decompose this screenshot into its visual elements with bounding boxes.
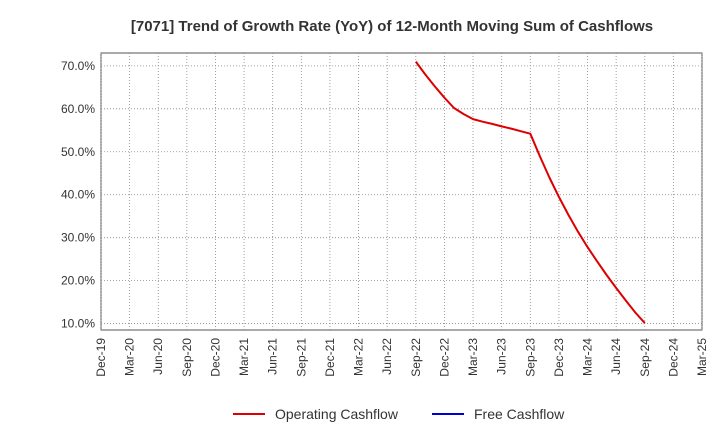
y-tick-label: 20.0%	[61, 274, 95, 288]
x-tick-label: Jun-23	[495, 338, 509, 375]
series-lines	[414, 61, 646, 324]
legend-label: Free Cashflow	[474, 406, 565, 422]
x-axis-ticks: Dec-19 Mar-20 Jun-20 Sep-20 Dec-20 Mar-21 Jun-…	[94, 338, 709, 377]
legend-label: Operating Cashflow	[275, 406, 399, 422]
x-tick-label: Mar-24	[581, 338, 595, 376]
x-tick-label: Mar-22	[352, 338, 366, 376]
y-tick-label: 60.0%	[61, 102, 95, 116]
x-tick-label: Dec-23	[552, 338, 566, 377]
x-tick-label: Sep-20	[180, 338, 194, 377]
y-tick-label: 40.0%	[61, 188, 95, 202]
x-tick-label: Sep-21	[294, 338, 308, 377]
legend: Operating Cashflow Free Cashflow	[233, 406, 565, 422]
x-tick-label: Sep-23	[523, 338, 537, 377]
y-tick-label: 10.0%	[61, 317, 95, 331]
y-tick-label: 70.0%	[61, 59, 95, 73]
y-tick-label: 50.0%	[61, 145, 95, 159]
x-tick-label: Mar-20	[123, 338, 137, 376]
x-tick-label: Dec-19	[94, 338, 108, 377]
x-tick-label: Dec-22	[437, 338, 451, 377]
x-tick-label: Jun-20	[151, 338, 165, 375]
series-line-operating-cashflow	[414, 61, 646, 324]
x-tick-label: Dec-20	[208, 338, 222, 377]
chart-title: [7071] Trend of Growth Rate (YoY) of 12-…	[131, 18, 653, 35]
x-tick-label: Dec-24	[666, 338, 680, 377]
x-tick-label: Jun-24	[609, 338, 623, 375]
x-tick-label: Jun-22	[380, 338, 394, 375]
x-tick-label: Mar-23	[466, 338, 480, 376]
x-tick-label: Mar-21	[237, 338, 251, 376]
x-tick-label: Sep-22	[409, 338, 423, 377]
y-tick-label: 30.0%	[61, 231, 95, 245]
x-tick-label: Mar-25	[695, 338, 709, 376]
x-tick-label: Sep-24	[638, 338, 652, 377]
y-axis-ticks: 10.0% 20.0% 30.0% 40.0% 50.0% 60.0% 70.0%	[61, 59, 95, 331]
x-tick-label: Jun-21	[266, 338, 280, 375]
grid-lines	[100, 53, 703, 330]
plot-area	[100, 52, 703, 331]
x-tick-label: Dec-21	[323, 338, 337, 377]
